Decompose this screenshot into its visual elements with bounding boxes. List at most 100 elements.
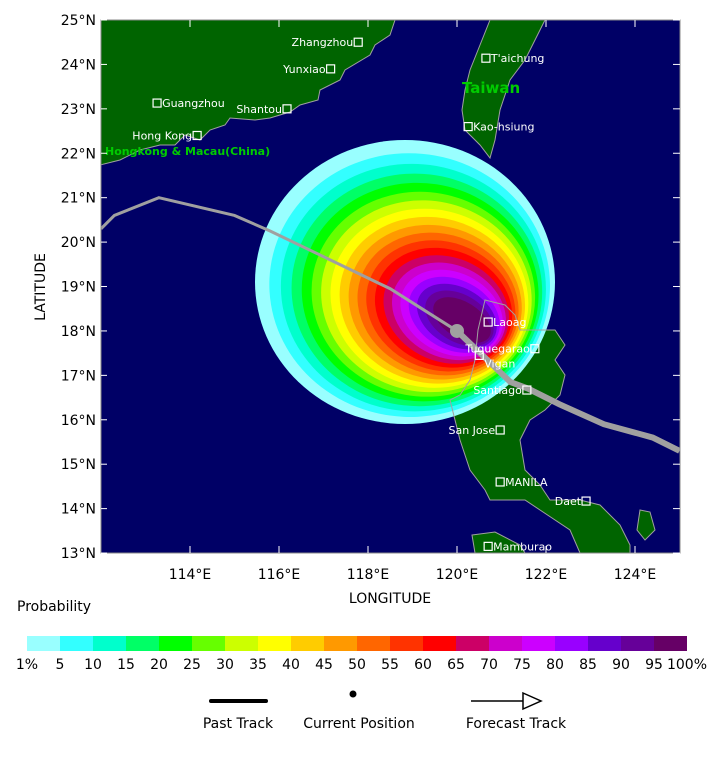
- lat-tick-label: 18°N: [61, 324, 96, 340]
- city-label: Guangzhou: [162, 97, 225, 110]
- lat-tick-label: 22°N: [61, 146, 96, 162]
- lat-tick-label: 13°N: [61, 546, 96, 562]
- legend-label: 15: [117, 657, 135, 673]
- city-vigan: Vigan: [474, 350, 515, 371]
- current-position-legend-icon: [349, 690, 357, 698]
- city-marker-icon: [152, 98, 162, 108]
- city-marker-icon: [581, 496, 591, 506]
- legend-swatch-45: [324, 636, 357, 651]
- x-axis-label: LONGITUDE: [349, 591, 431, 607]
- lon-tick-label: 122°E: [525, 567, 568, 583]
- city-marker-icon: [483, 541, 493, 551]
- legend-label: 75: [513, 657, 531, 673]
- legend-swatch-10: [93, 636, 126, 651]
- legend-swatch-1: [27, 636, 60, 651]
- city-label: Tuguegarao: [464, 343, 530, 356]
- lon-tick-label: 120°E: [436, 567, 479, 583]
- legend-swatch-15: [126, 636, 159, 651]
- city-label: Laoag: [493, 316, 526, 329]
- city-marker-icon: [495, 477, 505, 487]
- lon-tick-label: 114°E: [169, 567, 212, 583]
- lat-tick-label: 24°N: [61, 57, 96, 73]
- city-hong-kong: Hong Kong: [132, 129, 202, 142]
- legend-label: 95: [645, 657, 663, 673]
- legend-label: 40: [282, 657, 300, 673]
- legend-swatch-90: [621, 636, 654, 651]
- lat-tick-label: 15°N: [61, 457, 96, 473]
- city-label: Shantou: [236, 103, 282, 116]
- current-position-legend-label: Current Position: [303, 716, 415, 732]
- city-label: MANILA: [505, 476, 548, 489]
- legend-swatch-80: [555, 636, 588, 651]
- coastline-outline: [471, 531, 526, 553]
- forecast-track-legend-label: Forecast Track: [466, 716, 567, 732]
- legend-label: 90: [612, 657, 630, 673]
- city-marker-icon: [481, 53, 491, 63]
- legend-label: 80: [546, 657, 564, 673]
- land-island: [637, 510, 655, 540]
- lat-tick-label: 25°N: [61, 13, 96, 29]
- legend-swatch-65: [456, 636, 489, 651]
- city-mamburao: Mamburao: [483, 540, 552, 553]
- past-track-legend-label: Past Track: [203, 716, 274, 732]
- city-guangzhou: Guangzhou: [152, 97, 225, 110]
- city-marker-icon: [326, 64, 336, 74]
- legend-label: 25: [183, 657, 201, 673]
- lat-tick-label: 16°N: [61, 413, 96, 429]
- legend-label: 1%: [16, 657, 38, 673]
- city-label: T'aichung: [490, 52, 545, 65]
- city-label: Santiago: [473, 384, 522, 397]
- legend-swatch-20: [159, 636, 192, 651]
- legend-swatch-75: [522, 636, 555, 651]
- legend-label: 5: [56, 657, 65, 673]
- legend-swatch-25: [192, 636, 225, 651]
- past-track-line: [101, 196, 458, 333]
- city-tuguegarao: Tuguegarao: [464, 343, 540, 356]
- legend-label: 100%: [667, 657, 707, 673]
- land-china: [101, 20, 395, 165]
- city-marker-icon: [483, 317, 493, 327]
- lat-tick-label: 21°N: [61, 191, 96, 207]
- lat-tick-label: 17°N: [61, 368, 96, 384]
- coastline-outline: [461, 20, 546, 160]
- legend-label: 60: [414, 657, 432, 673]
- coastline-outline: [449, 299, 631, 553]
- region-label-taiwan: Taiwan: [462, 79, 520, 97]
- lat-tick-label: 23°N: [61, 102, 96, 118]
- legend-label: 65: [447, 657, 465, 673]
- city-label: San Jose: [448, 424, 495, 437]
- city-marker-icon: [522, 385, 532, 395]
- forecast-track-line: [454, 328, 680, 454]
- lat-tick-label: 14°N: [61, 502, 96, 518]
- legend-swatch-5: [60, 636, 93, 651]
- city-yunxiao: Yunxiao: [282, 63, 336, 76]
- legend-label: 30: [216, 657, 234, 673]
- city-marker-icon: [192, 130, 202, 141]
- legend-title: Probability: [17, 599, 91, 615]
- legend-label: 20: [150, 657, 168, 673]
- city-label: Daet: [555, 495, 582, 508]
- city-label: Mamburao: [493, 540, 552, 553]
- city-marker-icon: [495, 425, 505, 435]
- legend-label: 70: [480, 657, 498, 673]
- legend-swatch-35: [258, 636, 291, 651]
- city-label: Vigan: [484, 358, 515, 371]
- legend-swatch-70: [489, 636, 522, 651]
- city-laoag: Laoag: [483, 316, 526, 329]
- legend-label: 10: [84, 657, 102, 673]
- legend-swatch-85: [588, 636, 621, 651]
- city-san-jose: San Jose: [448, 424, 505, 437]
- legend-swatch-55: [390, 636, 423, 651]
- legend-label: 50: [348, 657, 366, 673]
- legend-swatch-30: [225, 636, 258, 651]
- city-daet: Daet: [555, 495, 591, 508]
- forecast-track-legend-arrow-icon: [522, 691, 543, 711]
- legend-swatch-50: [357, 636, 390, 651]
- legend-label: 55: [381, 657, 399, 673]
- legend-label: 35: [249, 657, 267, 673]
- city-shantou: Shantou: [236, 103, 292, 116]
- city-label: Hong Kong: [132, 129, 192, 142]
- city-t-aichung: T'aichung: [481, 52, 545, 65]
- city-marker-icon: [463, 122, 473, 132]
